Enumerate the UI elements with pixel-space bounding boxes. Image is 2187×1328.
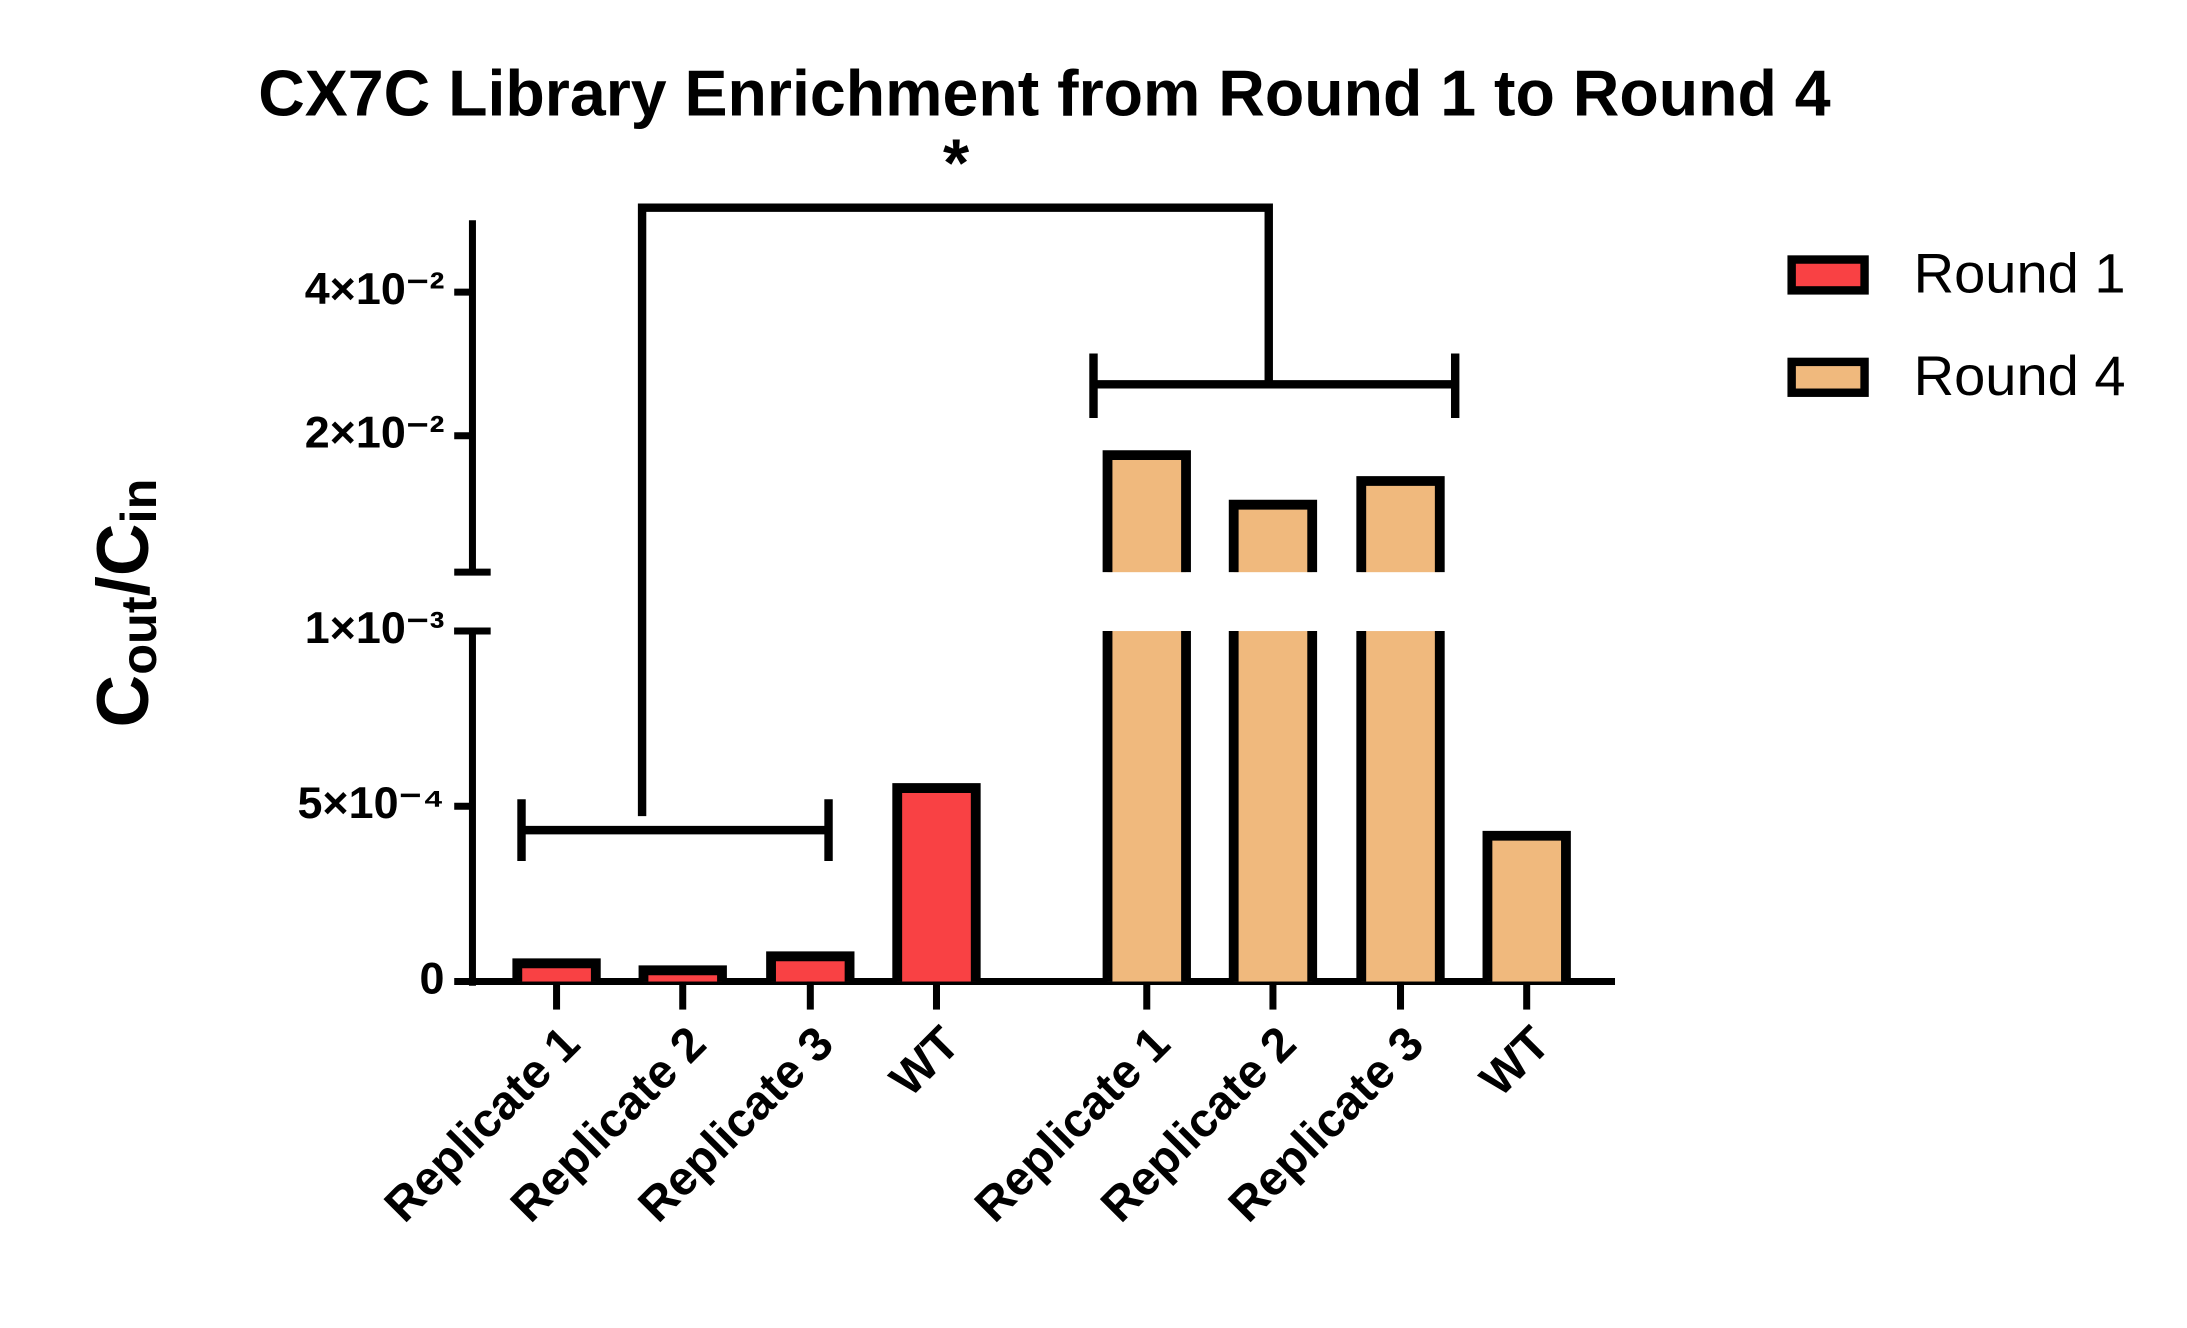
bar-outline <box>512 958 601 982</box>
chart-title: CX7C Library Enrichment from Round 1 to … <box>258 57 1831 129</box>
bar-outline <box>1102 631 1191 982</box>
x-tick-label: WT <box>1470 1017 1560 1107</box>
y-label-part: C <box>83 523 164 576</box>
bar-outline <box>1482 830 1571 982</box>
significance-star: * <box>943 126 970 201</box>
bar-outline <box>1228 499 1318 573</box>
bar <box>1361 480 1440 573</box>
y-tick-label: 1×10⁻³ <box>305 602 445 653</box>
legend-swatch <box>1787 255 1869 295</box>
bar-outline <box>1228 631 1318 982</box>
bar-outline <box>1356 631 1445 982</box>
y-tick-label: 2×10⁻² <box>305 407 445 458</box>
y-tick-label: 4×10⁻² <box>305 263 445 314</box>
bar-outline <box>638 965 727 982</box>
bracket <box>1089 353 1460 418</box>
bracket <box>637 203 1273 817</box>
y-tick-label: 0 <box>419 952 444 1003</box>
legend-label: Round 4 <box>1914 344 2126 407</box>
bar <box>643 970 722 982</box>
bar-outline <box>1102 450 1191 573</box>
y-label-part: C <box>83 675 164 728</box>
y-label-part: / <box>83 576 164 596</box>
x-tick-label: WT <box>880 1017 970 1107</box>
bar <box>1233 504 1313 573</box>
legend-label: Round 1 <box>1914 242 2126 305</box>
bar <box>897 788 976 982</box>
bar <box>1487 835 1566 982</box>
bar <box>1107 455 1187 573</box>
bar-outline <box>766 951 855 982</box>
significance-brackets <box>517 203 1460 861</box>
bar-outline <box>892 783 981 982</box>
bar <box>1361 631 1440 982</box>
bar-outline <box>1356 476 1445 573</box>
y-tick-label: 5×10⁻⁴ <box>297 777 444 828</box>
bar <box>1233 631 1313 982</box>
legend-swatch <box>1787 357 1869 397</box>
bracket <box>517 799 833 861</box>
y-label-part: in <box>110 479 167 524</box>
y-axis-label: Cout/Cin <box>83 479 167 728</box>
bar <box>1107 631 1187 982</box>
y-label-part: out <box>110 596 167 675</box>
